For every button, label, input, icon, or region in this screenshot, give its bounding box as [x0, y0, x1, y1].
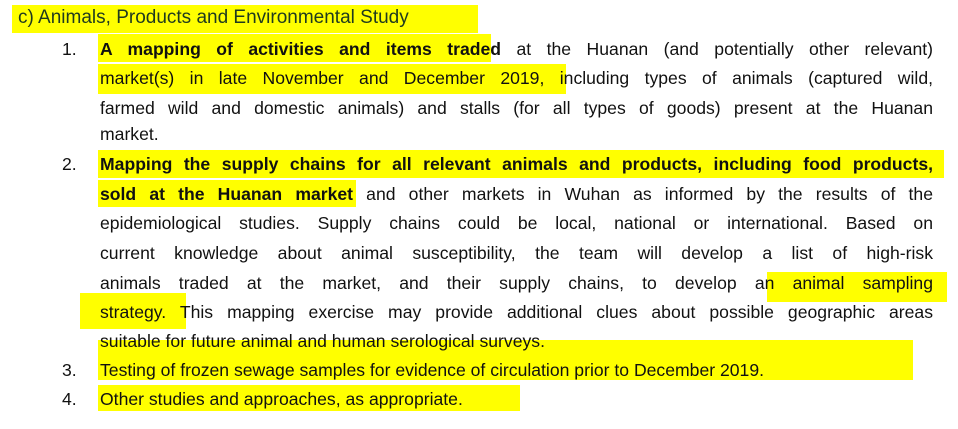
list-item-line: market. — [100, 124, 159, 144]
bold-text: A mapping of activities and items traded — [100, 39, 502, 59]
list-item-line: strategy. This mapping exercise may prov… — [100, 302, 933, 322]
list-number: 1. — [62, 39, 77, 59]
list-number: 3. — [62, 360, 77, 380]
highlight-mark — [767, 272, 947, 302]
list-item-line: Mapping the supply chains for all releva… — [100, 152, 933, 176]
list-item-line: current knowledge about animal susceptib… — [100, 243, 933, 263]
list-number: 4. — [62, 389, 77, 409]
list-item-line: suitable for future animal and human ser… — [100, 331, 545, 351]
list-number: 2. — [62, 154, 77, 174]
highlight-mark — [12, 5, 478, 33]
highlight-mark — [98, 340, 913, 380]
bold-text: Mapping the supply chains for all releva… — [100, 154, 933, 174]
text: and other markets in Wuhan as informed b… — [353, 184, 933, 204]
list-item-line: epidemiological studies. Supply chains c… — [100, 213, 933, 233]
highlight-mark — [98, 34, 491, 62]
list-item-line: Testing of frozen sewage samples for evi… — [100, 360, 765, 380]
highlight-mark — [98, 64, 566, 94]
highlight-mark — [98, 385, 520, 411]
highlight-mark — [80, 293, 186, 329]
list-item-line: market(s) in late November and December … — [100, 68, 933, 88]
list-item-line: Other studies and approaches, as appropr… — [100, 389, 463, 409]
list-item-line: animals traded at the market, and their … — [100, 273, 933, 293]
list-item-line: farmed wild and domestic animals) and st… — [100, 98, 933, 118]
highlight-mark — [98, 150, 944, 178]
text: at the Huanan (and potentially other rel… — [501, 39, 933, 59]
list-item-line: sold at the Huanan market and other mark… — [100, 182, 933, 206]
highlight-mark — [98, 180, 356, 207]
bold-text: sold at the Huanan market — [100, 184, 354, 204]
list-item-line: A mapping of activities and items traded… — [100, 37, 933, 61]
section-title: c) Animals, Products and Environmental S… — [18, 7, 409, 28]
